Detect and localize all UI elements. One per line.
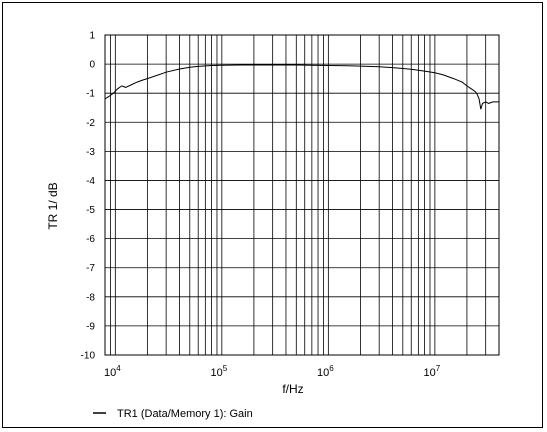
x-tick-label: 107 bbox=[424, 364, 441, 379]
y-tick-label: -1 bbox=[86, 89, 95, 100]
y-tick-label: -7 bbox=[86, 263, 95, 274]
y-tick-label: -4 bbox=[86, 176, 95, 187]
x-tick-label: 104 bbox=[104, 364, 121, 379]
series-line bbox=[104, 64, 499, 110]
y-tick-label: -10 bbox=[81, 351, 96, 362]
y-tick-label: -5 bbox=[86, 205, 95, 216]
x-tick-label: 106 bbox=[317, 364, 334, 379]
y-tick-label: -3 bbox=[86, 147, 95, 158]
y-axis-label: TR 1/ dB bbox=[46, 182, 60, 229]
y-tick-label: -6 bbox=[86, 234, 95, 245]
x-tick-labels: 104 105 106 107 bbox=[104, 364, 441, 379]
plot-area bbox=[104, 34, 500, 356]
y-tick-labels: 1 0 -1 -2 -3 -4 -5 -6 -7 -8 -9 -10 bbox=[81, 31, 96, 362]
y-tick-label: -2 bbox=[86, 118, 95, 129]
legend-label: TR1 (Data/Memory 1): Gain bbox=[117, 408, 253, 420]
legend: TR1 (Data/Memory 1): Gain bbox=[93, 408, 253, 420]
y-tick-label: 0 bbox=[89, 60, 95, 71]
x-axis-label: f/Hz bbox=[282, 382, 303, 396]
y-tick-label: 1 bbox=[89, 31, 95, 42]
y-tick-label: -8 bbox=[86, 292, 95, 303]
series-group bbox=[104, 64, 499, 110]
y-tick-label: -9 bbox=[86, 321, 95, 332]
grid-lines bbox=[104, 34, 500, 356]
x-tick-label: 105 bbox=[210, 364, 227, 379]
